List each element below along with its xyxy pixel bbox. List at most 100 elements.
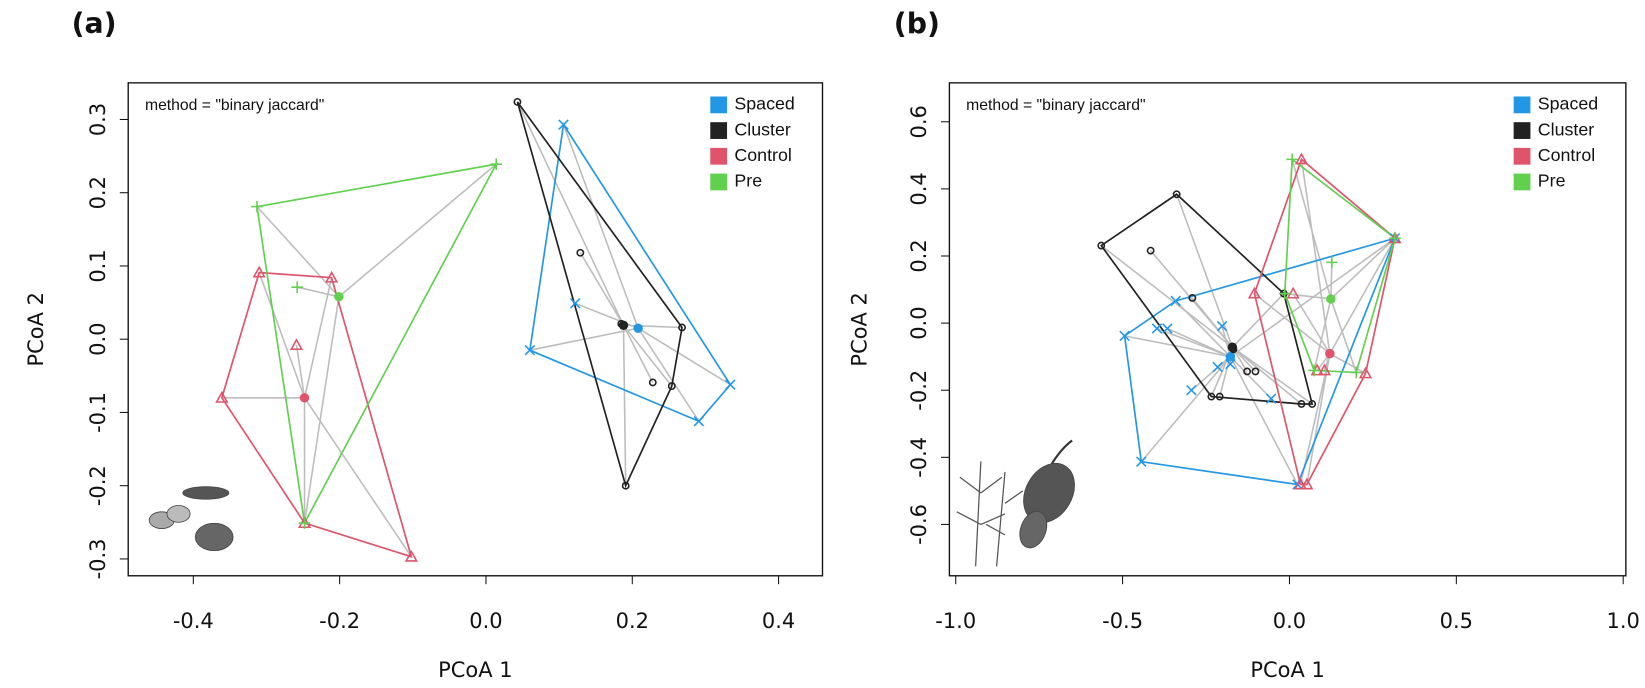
x-axis-label: PCoA 1 xyxy=(1250,658,1324,682)
centroid xyxy=(1225,351,1236,362)
y-tick-label: 0.2 xyxy=(907,239,931,272)
spider-line xyxy=(258,272,306,399)
point xyxy=(1350,366,1362,379)
legend-swatch xyxy=(710,122,728,139)
point xyxy=(1216,320,1228,332)
point xyxy=(325,270,339,283)
spider-line xyxy=(1175,193,1234,348)
point xyxy=(513,98,522,106)
point xyxy=(1308,400,1317,408)
hull xyxy=(220,271,413,559)
point xyxy=(404,549,418,562)
y-axis-label: PCoA 2 xyxy=(847,292,871,366)
y-tick-label: -0.3 xyxy=(86,538,110,579)
point xyxy=(576,248,585,257)
point xyxy=(1188,294,1197,302)
spider-line xyxy=(297,286,340,298)
point xyxy=(1097,241,1106,250)
point xyxy=(1119,330,1130,342)
spider-line xyxy=(1229,356,1272,400)
legend-label: Spaced xyxy=(1538,94,1598,114)
x-tick-label: 0.0 xyxy=(469,609,502,633)
spider-line xyxy=(1330,262,1333,299)
spider-line xyxy=(1313,298,1332,371)
point xyxy=(1172,190,1181,199)
point xyxy=(678,323,686,332)
point xyxy=(648,378,657,387)
point xyxy=(1317,363,1332,376)
spider-line xyxy=(1330,298,1357,373)
y-tick-label: -0.6 xyxy=(907,504,931,545)
hull xyxy=(1100,193,1314,405)
point xyxy=(1151,323,1163,334)
spider-line xyxy=(295,344,306,398)
panel-label: (b) xyxy=(894,7,940,40)
hull xyxy=(1253,157,1396,486)
legend-label: Spaced xyxy=(734,94,794,114)
centroid xyxy=(299,393,310,403)
x-tick-label: 0.2 xyxy=(616,609,649,633)
spider-line xyxy=(1191,297,1234,348)
point xyxy=(1251,367,1260,376)
hull xyxy=(256,163,498,526)
point xyxy=(298,517,311,529)
spider-line xyxy=(579,252,625,326)
spider-line xyxy=(623,324,683,329)
hull xyxy=(1123,236,1397,486)
x-axis-label: PCoA 1 xyxy=(438,658,512,682)
point xyxy=(524,344,536,356)
centroid xyxy=(1325,348,1335,359)
legend-label: Pre xyxy=(734,171,762,191)
y-tick-label: -0.1 xyxy=(86,392,110,433)
hull xyxy=(1283,157,1396,374)
hull xyxy=(528,122,732,423)
point xyxy=(1212,361,1223,373)
centroid xyxy=(1227,342,1238,352)
spider-line xyxy=(1190,356,1231,391)
legend-label: Control xyxy=(1538,145,1595,165)
spider-line xyxy=(1231,346,1313,405)
point xyxy=(1297,400,1306,408)
point xyxy=(1162,323,1173,334)
point xyxy=(1326,256,1338,269)
x-tick-label: -0.2 xyxy=(319,609,360,633)
spider-line xyxy=(622,325,627,486)
point xyxy=(693,415,705,427)
spider-line xyxy=(1329,237,1396,355)
spider-line xyxy=(1292,293,1331,355)
spider-line xyxy=(303,277,333,398)
spider-line xyxy=(1231,346,1302,405)
spider-line xyxy=(1140,356,1231,463)
legend-swatch xyxy=(710,96,728,114)
spider-line xyxy=(1330,237,1396,300)
legend-swatch xyxy=(1513,96,1531,114)
x-tick-label: 0.5 xyxy=(1440,609,1473,633)
point xyxy=(1170,295,1181,307)
point xyxy=(1186,384,1197,396)
x-tick-label: -0.5 xyxy=(1102,609,1143,633)
point xyxy=(569,298,581,309)
y-tick-label: 0.0 xyxy=(907,306,931,339)
legend-label: Cluster xyxy=(734,119,790,139)
plot-frame xyxy=(127,82,824,577)
y-axis-label: PCoA 2 xyxy=(24,292,48,366)
point xyxy=(1207,392,1216,401)
point xyxy=(289,338,304,351)
legend-swatch xyxy=(710,147,728,165)
spider-line xyxy=(1329,352,1366,375)
legend-label: Control xyxy=(734,145,791,165)
annotation: method = "binary jaccard" xyxy=(145,97,324,114)
point xyxy=(1279,287,1291,300)
y-tick-label: 0.6 xyxy=(907,105,931,138)
point xyxy=(1294,152,1309,165)
spider-line xyxy=(1124,335,1231,358)
point xyxy=(1215,392,1224,401)
point xyxy=(1358,366,1373,379)
centroid xyxy=(334,292,344,302)
point xyxy=(621,481,630,490)
y-tick-label: 0.1 xyxy=(86,249,110,282)
point xyxy=(252,265,266,278)
legend-label: Cluster xyxy=(1538,119,1594,139)
x-tick-label: -0.4 xyxy=(173,609,214,633)
centroid xyxy=(633,323,643,333)
